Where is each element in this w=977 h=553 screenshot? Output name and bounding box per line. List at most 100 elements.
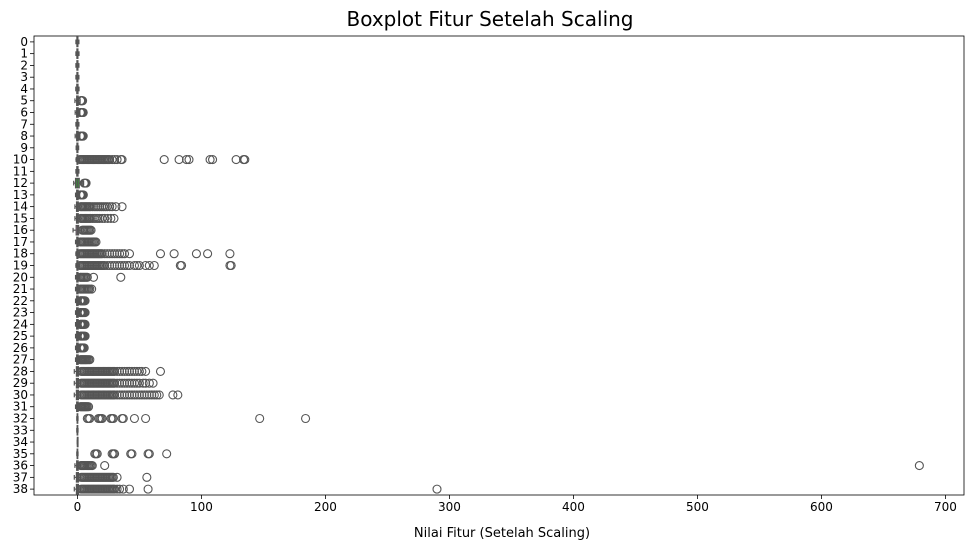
- outlier-point: [203, 249, 213, 259]
- y-tick-label: 15: [13, 211, 28, 225]
- outlier-point: [127, 378, 137, 388]
- outlier-point: [117, 155, 127, 165]
- y-tick-label: 28: [13, 364, 28, 378]
- box-group-2: [75, 60, 80, 71]
- outlier-point: [122, 260, 132, 271]
- outlier-point: [112, 390, 122, 400]
- outlier-point: [116, 272, 126, 282]
- outlier-point: [78, 190, 88, 200]
- outlier-point: [148, 378, 158, 388]
- outlier-point: [118, 413, 128, 424]
- box-group-26: [74, 342, 89, 354]
- box-group-3: [75, 71, 80, 83]
- y-tick-label: 10: [13, 153, 28, 167]
- outlier-point: [159, 155, 169, 165]
- y-tick-label: 5: [20, 94, 28, 108]
- outlier-point: [240, 155, 250, 165]
- box-group-9: [75, 142, 80, 154]
- y-tick-label: 22: [13, 294, 28, 308]
- outlier-point: [115, 249, 125, 259]
- outlier-point: [80, 319, 90, 329]
- outlier-point: [147, 390, 157, 400]
- outlier-point: [97, 213, 107, 223]
- outlier-point: [100, 260, 110, 271]
- outlier-point: [115, 484, 125, 494]
- y-tick-label: 0: [20, 35, 28, 49]
- outlier-point: [144, 390, 154, 400]
- y-tick-label: 7: [20, 117, 28, 131]
- x-tick-label: 300: [438, 500, 461, 514]
- outlier-point: [155, 249, 166, 259]
- outlier-point: [108, 472, 118, 482]
- outlier-point: [184, 155, 194, 165]
- outlier-point: [127, 449, 137, 459]
- outlier-point: [119, 378, 130, 388]
- outlier-point: [82, 272, 92, 282]
- box-group-36: [74, 460, 924, 471]
- y-tick-label: 35: [13, 447, 28, 461]
- y-tick-label: 27: [13, 353, 28, 367]
- outlier-point: [117, 366, 127, 376]
- outlier-point: [111, 202, 121, 212]
- x-tick-label: 700: [934, 500, 957, 514]
- outlier-point: [108, 413, 118, 424]
- outlier-point: [255, 413, 265, 424]
- y-tick-label: 29: [13, 376, 28, 390]
- box-group-22: [74, 295, 90, 307]
- outlier-point: [205, 155, 215, 165]
- y-tick-label: 1: [20, 47, 28, 61]
- outlier-point: [129, 260, 139, 271]
- outlier-point: [102, 202, 112, 212]
- outlier-point: [118, 484, 128, 494]
- outlier-point: [105, 249, 115, 259]
- outlier-point: [107, 202, 117, 212]
- box-group-13: [74, 189, 88, 201]
- box-group-35: [76, 448, 172, 460]
- box-group-6: [74, 107, 88, 118]
- outlier-point: [134, 390, 144, 400]
- outlier-point: [80, 331, 90, 341]
- outlier-point: [142, 390, 152, 400]
- box-group-30: [73, 389, 183, 401]
- plot-frame: [33, 35, 965, 496]
- box-group-4: [75, 83, 80, 95]
- y-tick-label: 26: [13, 341, 28, 355]
- x-tick-label: 500: [686, 500, 709, 514]
- outlier-point: [115, 260, 125, 271]
- outlier-point: [117, 260, 127, 271]
- outlier-point: [92, 449, 102, 459]
- outlier-point: [78, 107, 88, 118]
- outlier-point: [115, 378, 125, 388]
- box-group-28: [73, 366, 166, 377]
- y-tick-label: 23: [13, 306, 28, 320]
- outlier-point: [109, 213, 119, 223]
- box-group-17: [74, 236, 101, 248]
- outlier-point: [78, 131, 88, 141]
- outlier-point: [84, 402, 94, 412]
- outlier-point: [173, 390, 183, 400]
- outlier-point: [162, 449, 172, 459]
- box-group-20: [74, 271, 126, 283]
- outlier-point: [102, 249, 112, 259]
- outlier-point: [301, 413, 311, 424]
- chart-title: Boxplot Fitur Setelah Scaling: [347, 7, 634, 31]
- outlier-point: [100, 249, 110, 259]
- outlier-point: [154, 390, 164, 400]
- outlier-point: [112, 472, 122, 482]
- outlier-point: [110, 366, 120, 376]
- y-tick-label: 16: [13, 223, 28, 237]
- outlier-point: [107, 155, 117, 165]
- outlier-point: [119, 249, 130, 259]
- outlier-point: [132, 390, 142, 400]
- outlier-point: [107, 260, 117, 271]
- outlier-point: [141, 366, 151, 376]
- box-group-23: [74, 307, 90, 318]
- axes: 0 100 200 300 400 500 600 700012345678910111213…: [13, 35, 965, 514]
- x-tick-label: 600: [810, 500, 833, 514]
- outlier-point: [91, 237, 101, 247]
- outlier-point: [127, 390, 137, 400]
- y-tick-label: 19: [13, 259, 28, 273]
- y-tick-label: 36: [13, 459, 28, 473]
